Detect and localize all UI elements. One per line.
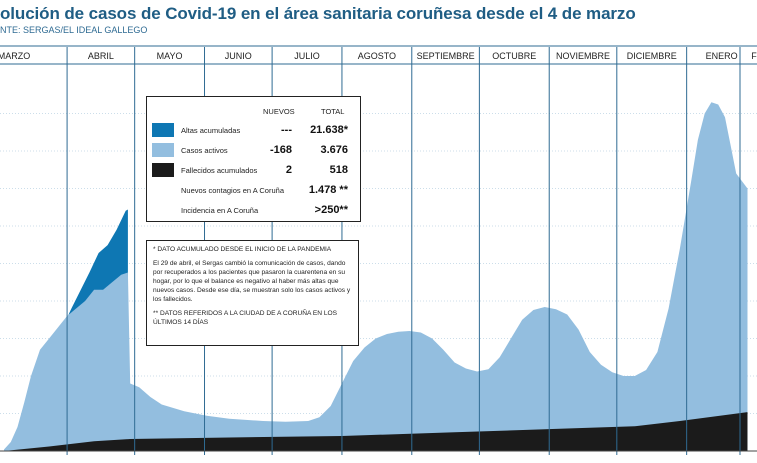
legend-swatch-activos [152, 143, 174, 157]
legend-row-incidencia: Incidencia en A Coruña >250** [147, 203, 360, 221]
month-tick-label: MARZO [0, 51, 30, 61]
month-tick-label: JUNIO [225, 51, 252, 61]
legend-total-value: 518 [329, 164, 348, 176]
legend-total-value: >250** [314, 204, 348, 216]
legend-header-nuevos: NUEVOS [263, 107, 295, 116]
month-tick-label: NOVIEMBRE [556, 51, 610, 61]
legend-row-altas: Altas acumuladas --- 21.638* [147, 123, 360, 141]
legend-box: NUEVOS TOTAL Altas acumuladas --- 21.638… [146, 96, 361, 222]
note-body: El 29 de abril, el Sergas cambió la comu… [153, 260, 351, 303]
legend-nuevos-value: --- [281, 124, 292, 136]
legend-row-contagios: Nuevos contagios en A Coruña 1.478 ** [147, 183, 360, 201]
legend-swatch-fallecidos [152, 163, 174, 177]
month-tick-label: DICIEMBRE [627, 51, 677, 61]
legend-nuevos-value: -168 [269, 144, 292, 156]
legend-label: Nuevos contagios en A Coruña [181, 186, 284, 195]
month-tick-label: OCTUBRE [492, 51, 536, 61]
legend-label: Fallecidos acumulados [181, 166, 258, 175]
series-fallecidos-area [4, 412, 748, 451]
month-tick-label: AGOSTO [358, 51, 396, 61]
note-asterisk: * DATO ACUMULADO DESDE EL INICIO DE LA P… [153, 246, 332, 253]
month-tick-label: ABRIL [88, 51, 114, 61]
month-tick-label: ENERO [706, 51, 738, 61]
legend-total-value: 1.478 ** [308, 184, 348, 196]
chart-source: NTE: SERGAS/EL IDEAL GALLEGO [0, 25, 148, 35]
month-tick-label: SEPTIEMBRE [417, 51, 475, 61]
legend-header-total: TOTAL [321, 107, 345, 116]
month-tick-label: F [751, 51, 757, 61]
legend-row-fallecidos: Fallecidos acumulados 2 518 [147, 163, 360, 181]
legend-label: Incidencia en A Coruña [181, 206, 259, 215]
series-activos-area [4, 102, 748, 452]
note-box: * DATO ACUMULADO DESDE EL INICIO DE LA P… [146, 240, 359, 346]
legend-swatch-altas [152, 123, 174, 137]
legend-nuevos-value: 2 [285, 164, 292, 176]
month-tick-label: MAYO [157, 51, 183, 61]
legend-row-activos: Casos activos -168 3.676 [147, 143, 360, 161]
legend-total-value: 3.676 [320, 144, 348, 156]
month-tick-label: JULIO [294, 51, 320, 61]
chart-title: olución de casos de Covid-19 en el área … [0, 4, 636, 23]
legend-label: Altas acumuladas [181, 126, 241, 135]
legend-label: Casos activos [181, 146, 228, 155]
note-double-asterisk: ** DATOS REFERIDOS A LA CIUDAD DE A CORU… [153, 310, 338, 326]
legend-total-value: 21.638* [310, 124, 348, 136]
